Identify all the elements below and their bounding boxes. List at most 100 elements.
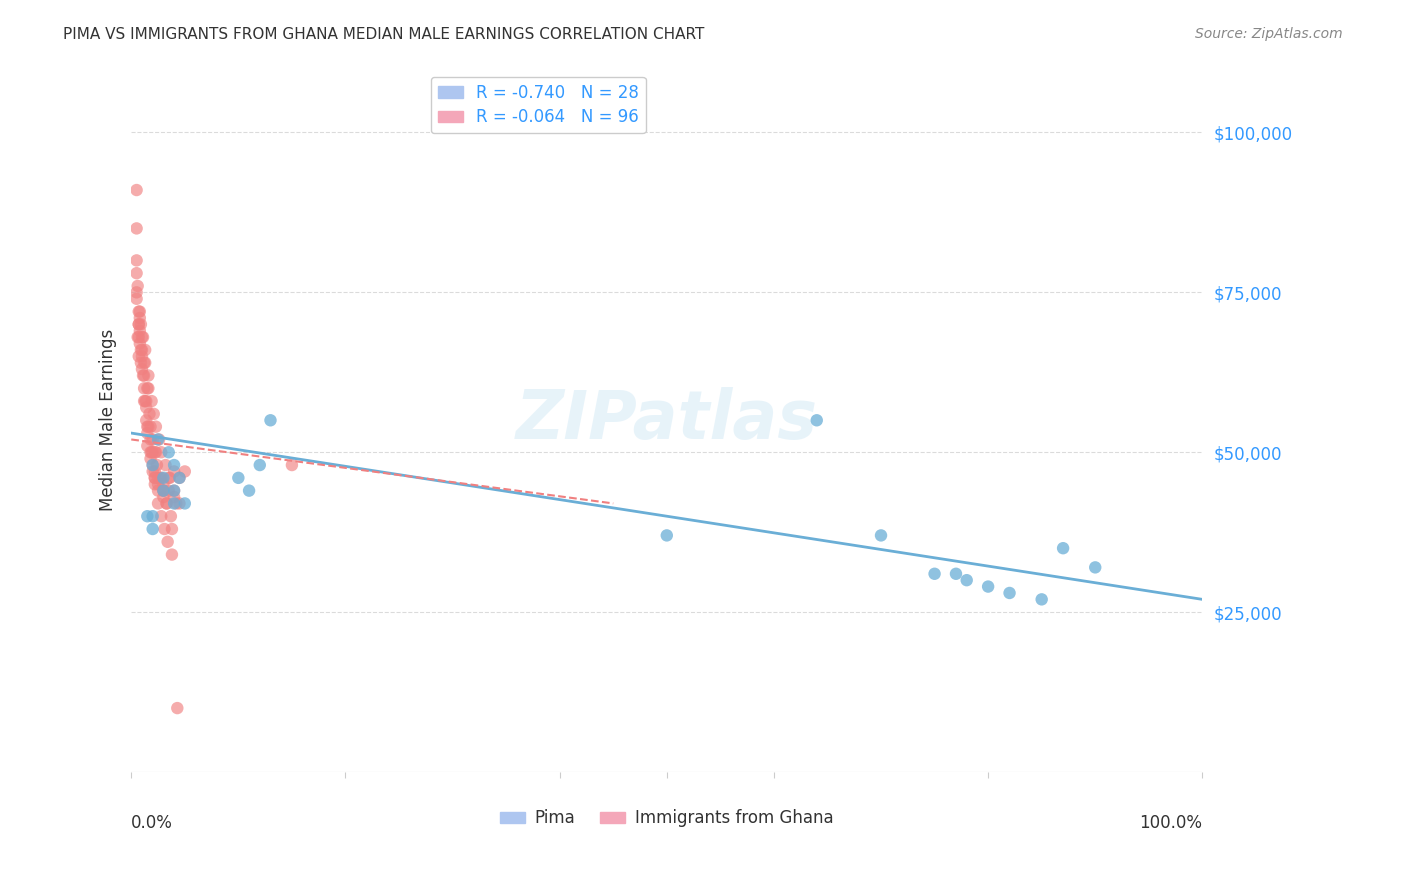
Point [142,407,165,421]
Point [157,471,180,485]
Point [142,458,165,472]
Point [131,349,153,363]
Point [249,458,271,472]
Point [129,343,152,357]
Point [228,471,250,485]
Point [163,483,186,498]
Point [173,496,195,510]
Point [142,433,165,447]
Point [125,292,148,306]
Point [143,445,166,459]
Point [956,573,979,587]
Point [129,356,152,370]
Point [132,356,155,370]
Point [148,433,170,447]
Point [128,304,150,318]
Point [132,394,155,409]
Point [159,471,181,485]
Point [141,394,163,409]
Point [165,496,187,510]
Point [128,336,150,351]
Y-axis label: Median Male Earnings: Median Male Earnings [100,329,117,511]
Point [146,477,169,491]
Point [138,419,160,434]
Point [125,183,148,197]
Point [136,509,159,524]
Point [169,471,191,485]
Point [136,426,159,441]
Point [128,330,150,344]
Point [143,471,166,485]
Point [125,221,148,235]
Point [259,413,281,427]
Point [134,394,156,409]
Point [152,471,174,485]
Point [146,496,169,510]
Text: ZIPatlas: ZIPatlas [516,387,818,453]
Point [135,394,157,409]
Point [146,433,169,447]
Text: 100.0%: 100.0% [1139,814,1202,832]
Point [142,465,165,479]
Point [1031,592,1053,607]
Point [152,477,174,491]
Point [1052,541,1074,556]
Point [163,483,186,498]
Point [131,330,153,344]
Point [139,419,162,434]
Point [135,401,157,415]
Point [155,496,177,510]
Point [139,445,162,459]
Point [143,465,166,479]
Point [977,580,1000,594]
Point [281,458,304,472]
Point [139,451,162,466]
Point [160,522,183,536]
Point [146,471,169,485]
Point [142,522,165,536]
Point [128,349,150,363]
Text: PIMA VS IMMIGRANTS FROM GHANA MEDIAN MALE EARNINGS CORRELATION CHART: PIMA VS IMMIGRANTS FROM GHANA MEDIAN MAL… [63,27,704,42]
Point [128,318,150,332]
Point [141,445,163,459]
Legend: Pima, Immigrants from Ghana: Pima, Immigrants from Ghana [494,803,841,834]
Point [139,433,162,447]
Point [135,413,157,427]
Point [132,381,155,395]
Point [169,496,191,510]
Point [157,445,180,459]
Point [160,548,183,562]
Point [152,483,174,498]
Point [149,471,172,485]
Point [138,368,160,383]
Point [132,368,155,383]
Point [128,304,150,318]
Point [128,310,150,325]
Point [142,445,165,459]
Point [136,439,159,453]
Point [125,253,148,268]
Point [166,701,188,715]
Point [163,490,186,504]
Point [163,458,186,472]
Point [150,445,173,459]
Point [143,477,166,491]
Point [145,419,167,434]
Point [155,496,177,510]
Point [143,471,166,485]
Point [127,279,149,293]
Point [160,509,183,524]
Point [173,465,195,479]
Point [163,465,186,479]
Point [238,483,260,498]
Point [152,483,174,498]
Point [806,413,828,427]
Point [145,445,167,459]
Text: 0.0%: 0.0% [131,814,173,832]
Point [125,266,148,280]
Point [157,483,180,498]
Point [132,330,155,344]
Point [138,407,160,421]
Point [131,343,153,357]
Point [153,522,176,536]
